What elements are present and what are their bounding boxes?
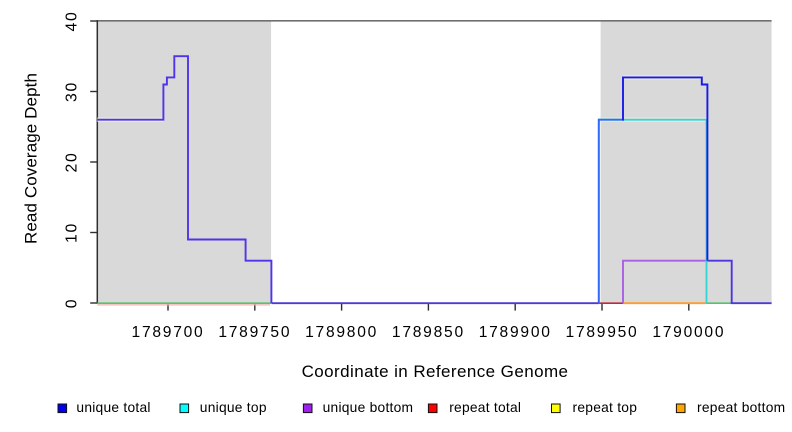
svg-text:20: 20 bbox=[63, 151, 80, 172]
svg-text:1789700: 1789700 bbox=[132, 324, 205, 341]
svg-text:repeat top: repeat top bbox=[573, 400, 638, 415]
svg-text:repeat bottom: repeat bottom bbox=[697, 400, 785, 415]
svg-text:1789750: 1789750 bbox=[218, 324, 291, 341]
svg-text:30: 30 bbox=[63, 81, 80, 102]
svg-text:unique total: unique total bbox=[76, 400, 150, 415]
svg-text:Read Coverage Depth: Read Coverage Depth bbox=[22, 73, 41, 244]
svg-text:Coordinate in Reference Genome: Coordinate in Reference Genome bbox=[302, 362, 569, 381]
svg-text:1789800: 1789800 bbox=[305, 324, 378, 341]
svg-text:repeat total: repeat total bbox=[449, 400, 521, 415]
svg-text:unique bottom: unique bottom bbox=[323, 400, 414, 415]
svg-text:1790000: 1790000 bbox=[652, 324, 725, 341]
svg-text:unique top: unique top bbox=[200, 400, 267, 415]
svg-text:40: 40 bbox=[63, 10, 80, 31]
svg-text:1789950: 1789950 bbox=[566, 324, 639, 341]
svg-text:0: 0 bbox=[63, 298, 80, 309]
svg-text:1789850: 1789850 bbox=[392, 324, 465, 341]
svg-text:1789900: 1789900 bbox=[479, 324, 552, 341]
svg-text:10: 10 bbox=[63, 222, 80, 243]
